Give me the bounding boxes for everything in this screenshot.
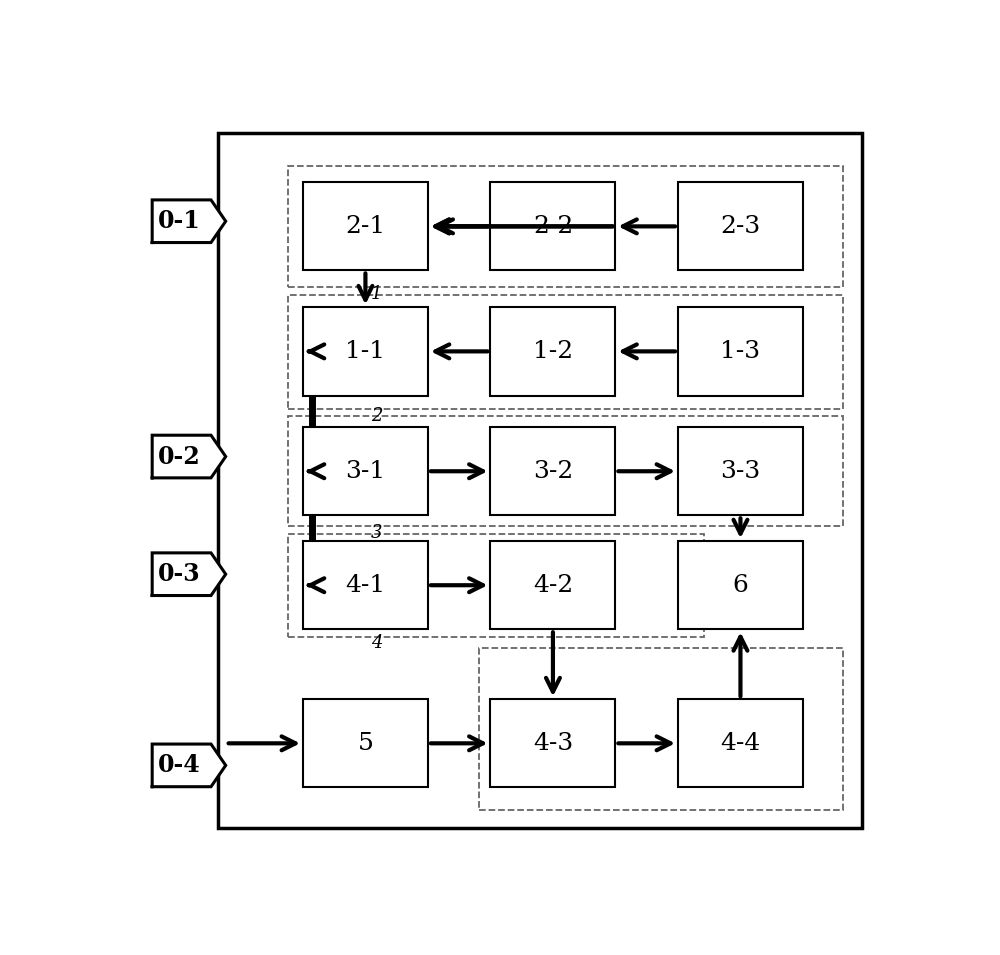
Text: 2-3: 2-3 [720, 215, 761, 238]
Text: 3-3: 3-3 [720, 459, 761, 482]
Text: 3-2: 3-2 [533, 459, 573, 482]
Bar [303, 541, 428, 629]
Text: 4-3: 4-3 [533, 732, 573, 754]
Bar [490, 308, 615, 395]
Bar [490, 699, 615, 788]
Text: 0-3: 0-3 [158, 562, 201, 586]
Bar [303, 699, 428, 788]
Bar [490, 541, 615, 629]
Text: 0-2: 0-2 [158, 444, 201, 469]
Text: 1-2: 1-2 [533, 340, 573, 363]
Text: 1: 1 [371, 286, 382, 303]
Text: 3-1: 3-1 [345, 459, 385, 482]
Polygon shape [152, 744, 226, 787]
Bar [288, 166, 843, 287]
Bar [678, 699, 803, 788]
Text: 0-4: 0-4 [158, 753, 201, 777]
Bar [288, 534, 704, 637]
Polygon shape [152, 435, 226, 478]
Bar [678, 182, 803, 270]
Polygon shape [152, 200, 226, 243]
Bar [288, 295, 843, 409]
Bar [479, 647, 843, 810]
Bar [303, 182, 428, 270]
Bar [303, 308, 428, 395]
Bar [678, 308, 803, 395]
Bar [490, 427, 615, 516]
Text: 3: 3 [371, 524, 382, 542]
Bar [288, 416, 843, 526]
Text: 2: 2 [371, 407, 382, 425]
Bar [678, 427, 803, 516]
Text: 4-4: 4-4 [720, 732, 761, 754]
Text: 5: 5 [357, 732, 373, 754]
Text: 4-2: 4-2 [533, 574, 573, 597]
Text: 0-1: 0-1 [158, 209, 201, 233]
Text: 1-1: 1-1 [345, 340, 385, 363]
Bar [490, 182, 615, 270]
Text: 6: 6 [733, 574, 748, 597]
Bar [303, 427, 428, 516]
Text: 2-1: 2-1 [345, 215, 385, 238]
Bar [678, 541, 803, 629]
Text: 1-3: 1-3 [720, 340, 761, 363]
Text: 4: 4 [371, 634, 382, 652]
Polygon shape [152, 553, 226, 596]
Text: 4-1: 4-1 [345, 574, 385, 597]
Text: 2-2: 2-2 [533, 215, 573, 238]
Bar [218, 133, 862, 828]
